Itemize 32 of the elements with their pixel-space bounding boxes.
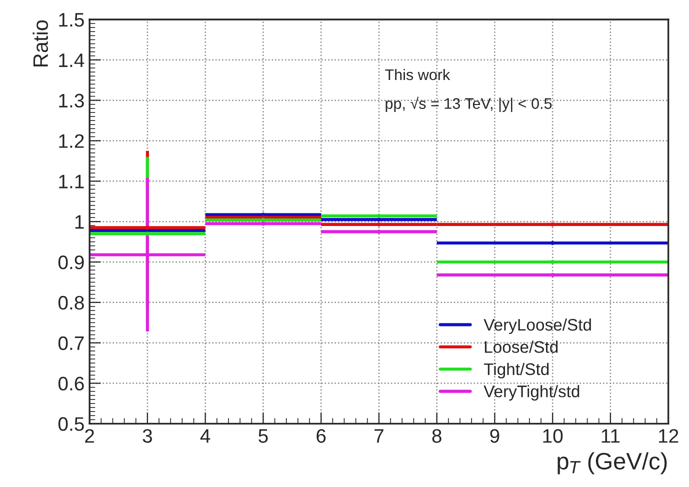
x-tick-label: 7 [374,429,384,443]
y-tick-label: 1.4 [59,54,84,67]
x-tick-label: 9 [490,429,500,443]
y-tick-label: 0.8 [58,296,84,310]
y-tick-label: 1.2 [59,134,84,148]
point [261,212,266,217]
x-tick-label: 6 [316,429,326,443]
y-tick-label: 0.6 [58,376,84,391]
y-tick-label: 0.5 [58,417,84,431]
x-tick-label: 4 [200,429,210,443]
point [145,226,150,230]
y-tick-label: 1.3 [59,94,84,108]
x-tick-label: 11 [602,429,620,443]
y-tick-label: 1 [75,215,84,229]
x-tick-label: 8 [432,429,442,443]
x-axis-title: p$_{T}$ (GeV/c) [558,452,667,474]
legend-label: Tight/Std [484,362,549,378]
legend-label: Loose/Std [484,340,558,353]
legend-label: VeryLoose/Std [484,318,591,334]
x-tick-label: 10 [543,429,563,443]
y-axis-title: Ratio [32,20,48,66]
annotation: This work [385,68,450,80]
y-tick-label: 1.1 [59,174,84,188]
y-tick-label: 0.9 [58,255,84,270]
x-tick-label: 5 [258,429,268,443]
annotation: pp, √s = 13 TeV, |y| < 0.5 [386,96,552,112]
y-tick-label: 0.7 [58,336,84,350]
y-tick-label: 1.5 [59,13,84,27]
x-tick-label: 3 [142,429,152,443]
x-tick-label: 12 [659,429,678,443]
legend-label: VeryTight/std [484,385,580,401]
x-tick-label: 2 [85,429,94,443]
